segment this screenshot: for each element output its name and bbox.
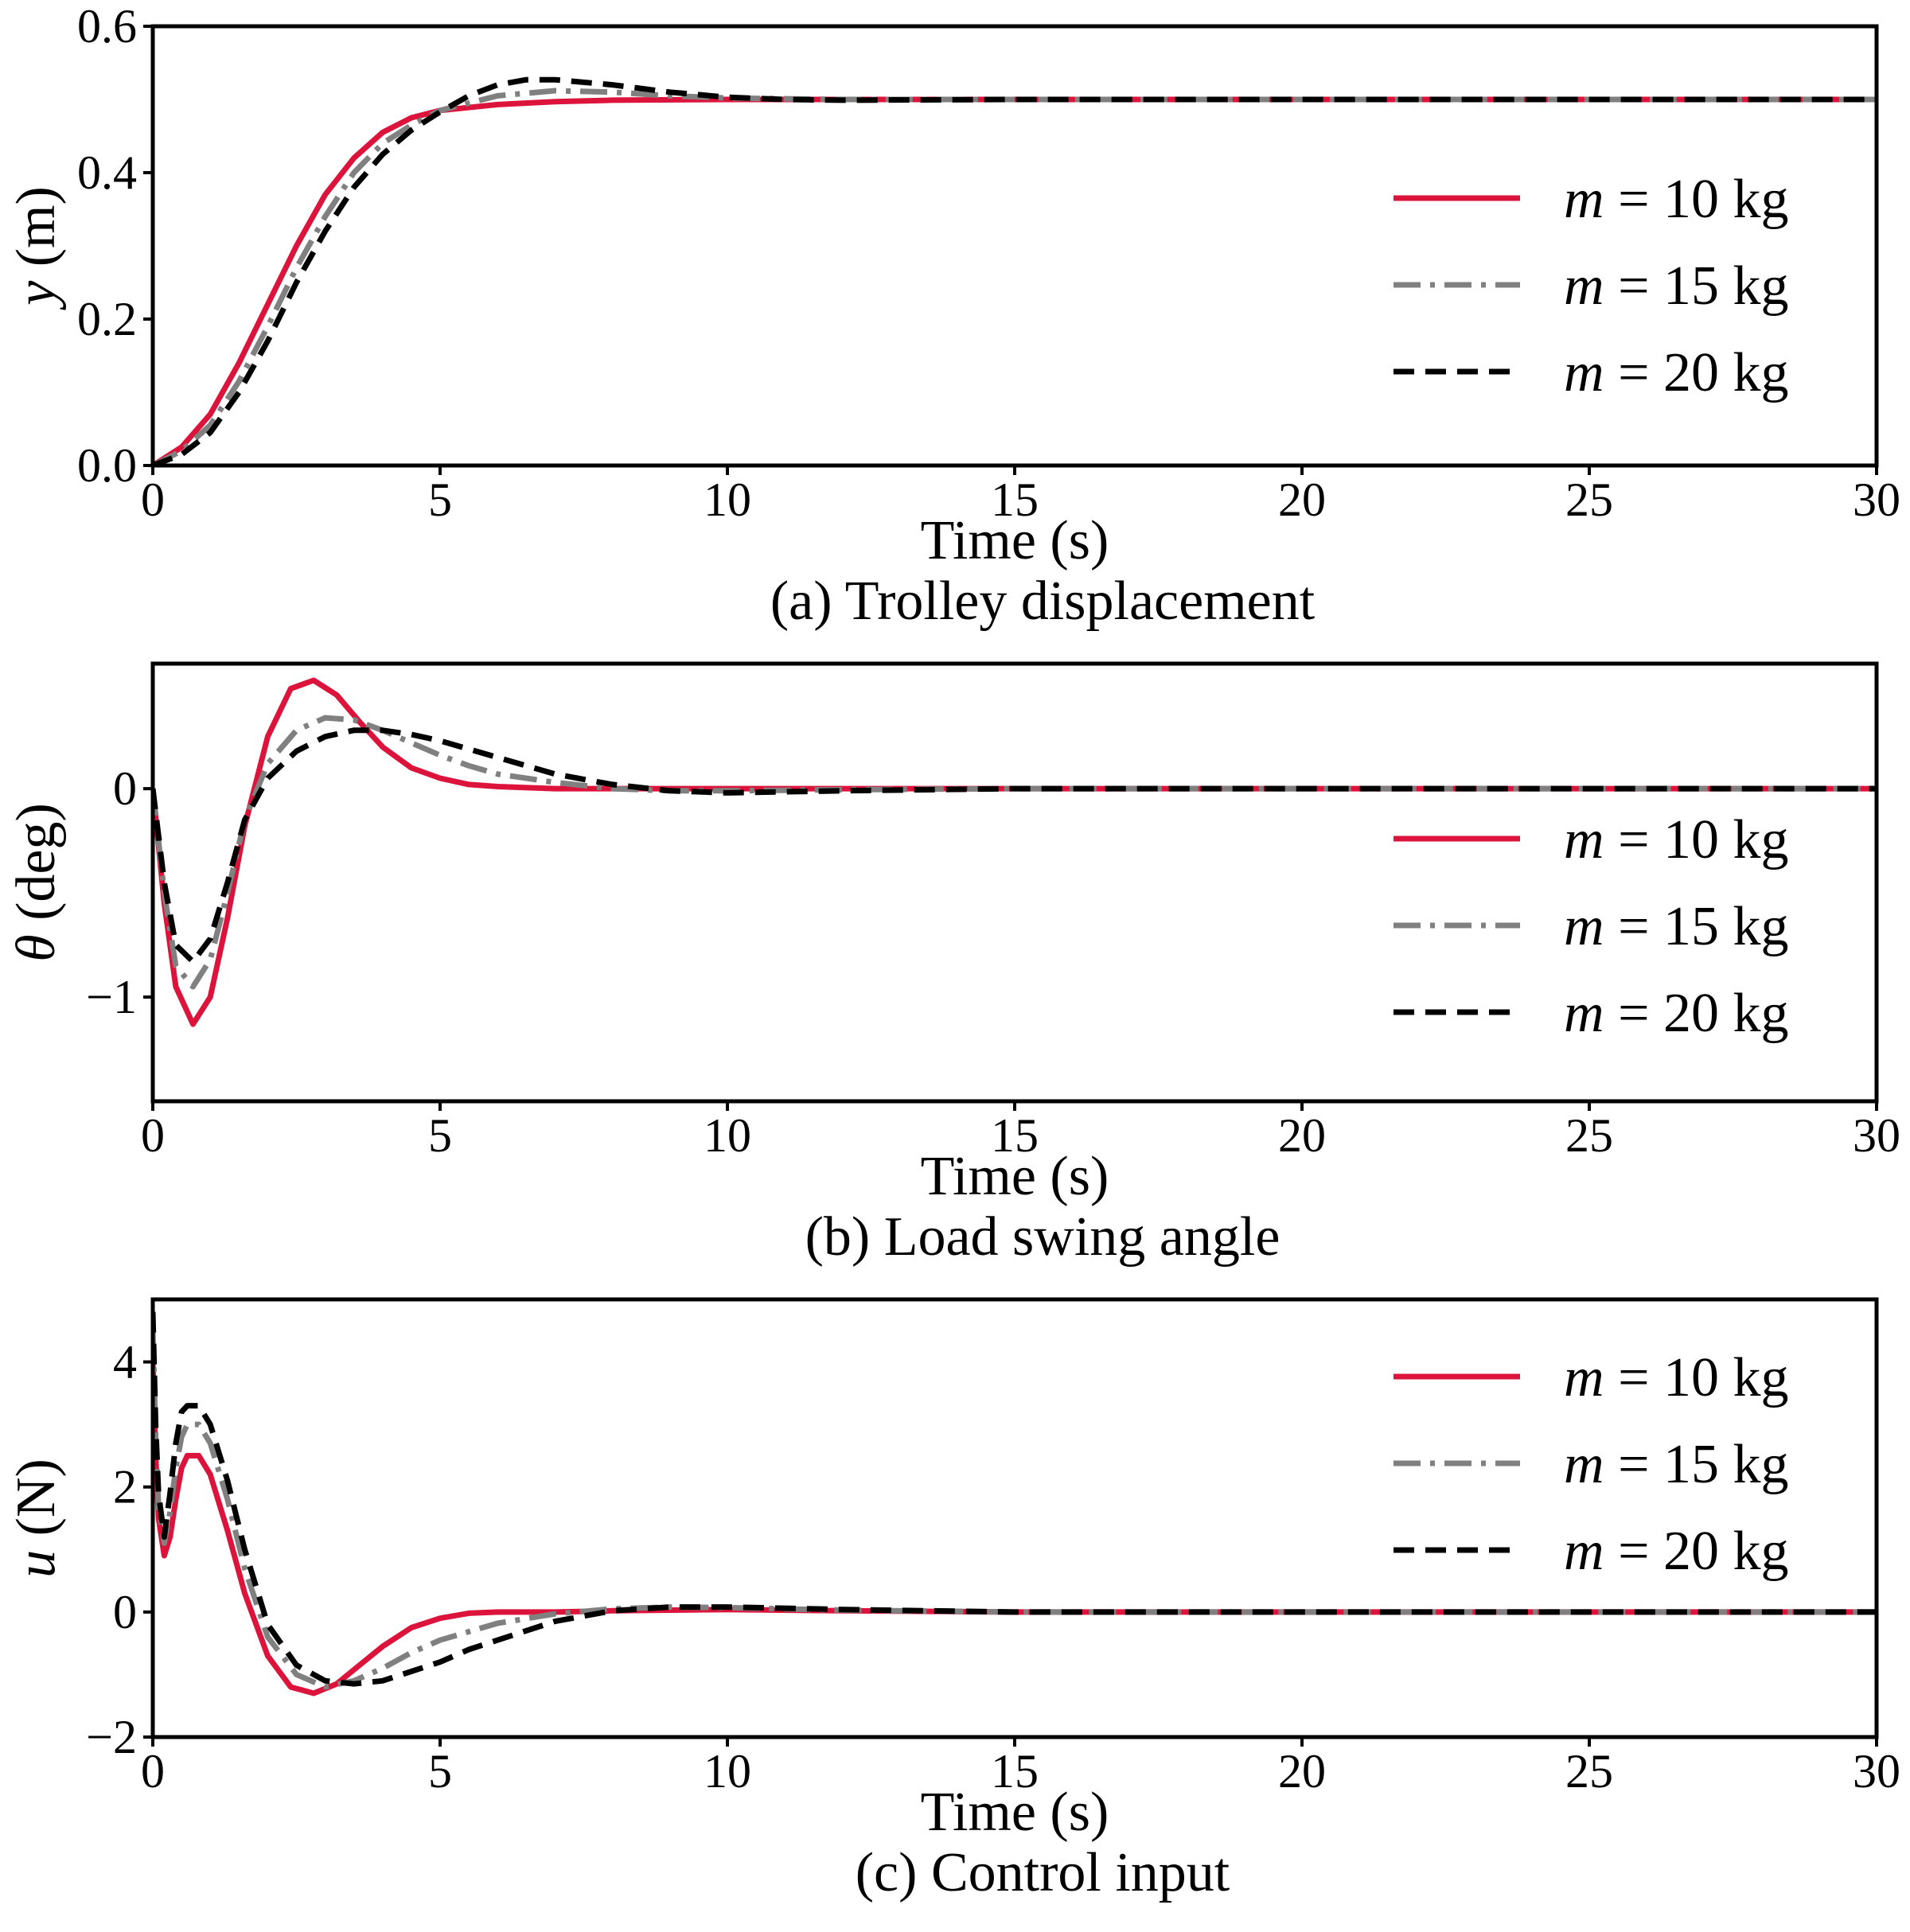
y-tick-label: −1 — [86, 971, 137, 1023]
series-line-0-2 — [153, 76, 1877, 465]
x-tick-label: 25 — [1565, 1745, 1613, 1798]
y-axis-unit: (m) — [6, 186, 67, 281]
x-tick-label: 5 — [428, 1109, 452, 1162]
series-line-2-1 — [153, 1330, 1877, 1690]
x-tick-label: 0 — [141, 1109, 165, 1162]
y-axis-label: y (m) — [6, 186, 67, 310]
legend-entry-2: m = 20 kg — [1564, 342, 1789, 403]
x-tick-label: 15 — [991, 1109, 1039, 1162]
x-tick-label: 0 — [141, 473, 165, 526]
y-axis-unit: (N) — [6, 1459, 67, 1550]
x-tick-label: 15 — [991, 473, 1039, 526]
legend-entry-0: m = 10 kg — [1564, 809, 1789, 871]
x-tick-label: 20 — [1278, 473, 1326, 526]
legend-entry-2: m = 20 kg — [1564, 983, 1789, 1044]
x-tick-label: 30 — [1853, 1109, 1900, 1162]
chart-caption: (c) Control input — [856, 1842, 1230, 1903]
series-line-2-2 — [153, 1311, 1877, 1687]
legend-entry-0: m = 10 kg — [1564, 169, 1789, 230]
x-axis-label: Time (s) — [921, 1146, 1109, 1207]
y-axis-label: u (N) — [6, 1459, 67, 1578]
legend-entry-1: m = 15 kg — [1564, 255, 1789, 317]
chart-caption: (a) Trolley displacement — [770, 571, 1316, 632]
x-tick-label: 20 — [1278, 1109, 1326, 1162]
x-tick-label: 0 — [141, 1745, 165, 1798]
x-axis-label: Time (s) — [921, 510, 1109, 571]
x-tick-label: 30 — [1853, 473, 1900, 526]
y-axis-unit: (deg) — [6, 803, 67, 934]
legend-entry-1: m = 15 kg — [1564, 896, 1789, 957]
x-tick-label: 10 — [704, 1745, 751, 1798]
x-tick-label: 5 — [428, 1745, 452, 1798]
x-axis-label: Time (s) — [921, 1782, 1109, 1843]
y-axis-label: θ (deg) — [6, 803, 67, 962]
legend: m = 10 kg m = 15 kg m = 20 kg — [1394, 169, 1789, 403]
x-tick-label: 20 — [1278, 1745, 1326, 1798]
chart-1: 0 5 10 15 20 25 30 −1 0 Time (s) θ (deg) (b) Load s… — [6, 661, 1900, 1268]
y-axis-variable: u — [6, 1550, 67, 1578]
x-tick-label: 30 — [1853, 1745, 1900, 1798]
y-axis-variable: θ — [6, 934, 67, 961]
legend: m = 10 kg m = 15 kg m = 20 kg — [1394, 809, 1789, 1044]
y-tick-label: 0.2 — [77, 293, 137, 345]
y-tick-label: 4 — [113, 1336, 137, 1389]
x-tick-label: 25 — [1565, 1109, 1613, 1162]
y-tick-label: 0.4 — [77, 146, 137, 199]
x-tick-label: 25 — [1565, 473, 1613, 526]
legend-entry-2: m = 20 kg — [1564, 1521, 1789, 1582]
legend: m = 10 kg m = 15 kg m = 20 kg — [1394, 1347, 1789, 1582]
x-tick-label: 10 — [704, 473, 751, 526]
y-tick-label: 0 — [113, 762, 137, 815]
series-line-1-2 — [153, 727, 1877, 964]
y-tick-label: 0.6 — [77, 0, 137, 53]
x-tick-label: 15 — [991, 1745, 1039, 1798]
chart-caption: (b) Load swing angle — [805, 1206, 1280, 1268]
y-tick-label: 0 — [113, 1586, 137, 1638]
x-tick-label: 10 — [704, 1109, 751, 1162]
y-axis-variable: y — [6, 280, 67, 310]
legend-entry-1: m = 15 kg — [1564, 1434, 1789, 1495]
y-tick-label: 2 — [113, 1461, 137, 1513]
y-tick-label: 0.0 — [77, 439, 137, 492]
legend-entry-0: m = 10 kg — [1564, 1347, 1789, 1408]
y-tick-label: −2 — [86, 1711, 137, 1763]
chart-0: 0 5 10 15 20 25 30 0.0 0.2 0.4 0.6 Time (s) y (m) (a)… — [6, 0, 1900, 632]
x-tick-label: 5 — [428, 473, 452, 526]
